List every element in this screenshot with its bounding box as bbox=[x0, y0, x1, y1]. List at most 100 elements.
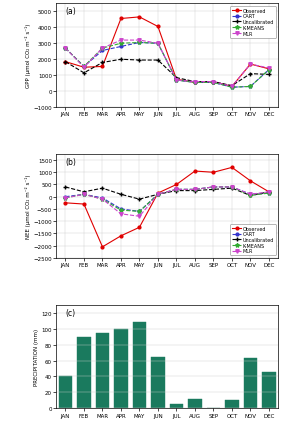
CART bbox=[230, 86, 234, 91]
CART bbox=[175, 78, 178, 83]
K-MEANS bbox=[230, 185, 234, 190]
MLR bbox=[249, 192, 252, 197]
Uncalibrated bbox=[212, 187, 215, 193]
Observed bbox=[175, 182, 178, 187]
Uncalibrated bbox=[101, 186, 104, 191]
Bar bbox=[244, 358, 257, 408]
Y-axis label: NEE (μmol CO₂ m⁻² s⁻¹): NEE (μmol CO₂ m⁻² s⁻¹) bbox=[25, 174, 31, 239]
MLR bbox=[64, 46, 67, 52]
Observed bbox=[82, 202, 86, 207]
Uncalibrated bbox=[267, 73, 271, 78]
MLR bbox=[175, 78, 178, 83]
MLR bbox=[138, 38, 141, 43]
Observed bbox=[249, 179, 252, 184]
MLR bbox=[193, 80, 197, 85]
CART bbox=[64, 195, 67, 200]
K-MEANS bbox=[119, 42, 123, 47]
Uncalibrated bbox=[230, 84, 234, 89]
K-MEANS bbox=[175, 78, 178, 83]
CART bbox=[119, 207, 123, 212]
Uncalibrated bbox=[230, 186, 234, 191]
MLR bbox=[82, 65, 86, 71]
CART bbox=[267, 191, 271, 196]
Uncalibrated bbox=[249, 194, 252, 199]
MLR bbox=[101, 197, 104, 202]
CART bbox=[193, 187, 197, 193]
Uncalibrated bbox=[156, 58, 160, 64]
Bar bbox=[77, 337, 91, 408]
K-MEANS bbox=[230, 86, 234, 91]
Line: MLR: MLR bbox=[64, 39, 271, 89]
Uncalibrated bbox=[175, 189, 178, 194]
Uncalibrated bbox=[156, 192, 160, 197]
MLR bbox=[119, 38, 123, 43]
Observed bbox=[101, 245, 104, 250]
Bar bbox=[262, 372, 276, 408]
CART bbox=[101, 49, 104, 54]
Uncalibrated bbox=[119, 58, 123, 63]
Observed bbox=[119, 233, 123, 239]
MLR bbox=[138, 214, 141, 219]
K-MEANS bbox=[64, 46, 67, 52]
K-MEANS bbox=[82, 64, 86, 70]
K-MEANS bbox=[267, 68, 271, 73]
K-MEANS bbox=[138, 209, 141, 215]
CART bbox=[138, 209, 141, 215]
CART bbox=[267, 68, 271, 73]
Observed bbox=[138, 15, 141, 21]
Text: (c): (c) bbox=[65, 308, 75, 317]
Uncalibrated bbox=[82, 190, 86, 195]
K-MEANS bbox=[193, 187, 197, 193]
K-MEANS bbox=[212, 81, 215, 86]
CART bbox=[249, 85, 252, 90]
Uncalibrated bbox=[138, 197, 141, 202]
CART bbox=[156, 42, 160, 47]
Line: Observed: Observed bbox=[64, 166, 270, 249]
Bar bbox=[58, 377, 72, 408]
Uncalibrated bbox=[64, 60, 67, 65]
MLR bbox=[212, 185, 215, 190]
Observed bbox=[212, 170, 215, 175]
MLR bbox=[119, 212, 123, 217]
Observed bbox=[267, 67, 271, 72]
MLR bbox=[64, 196, 67, 201]
Observed bbox=[119, 17, 123, 22]
Observed bbox=[156, 25, 160, 30]
CART bbox=[82, 192, 86, 197]
Uncalibrated bbox=[249, 72, 252, 77]
MLR bbox=[101, 46, 104, 52]
Bar bbox=[225, 400, 239, 408]
Observed bbox=[193, 81, 197, 86]
CART bbox=[101, 196, 104, 201]
K-MEANS bbox=[82, 192, 86, 197]
Observed bbox=[156, 191, 160, 196]
MLR bbox=[230, 85, 234, 90]
K-MEANS bbox=[175, 187, 178, 193]
CART bbox=[119, 45, 123, 50]
Y-axis label: GPP (μmol CO₂ m⁻² s⁻¹): GPP (μmol CO₂ m⁻² s⁻¹) bbox=[25, 24, 31, 88]
Line: CART: CART bbox=[64, 186, 270, 213]
K-MEANS bbox=[267, 191, 271, 196]
Line: Uncalibrated: Uncalibrated bbox=[64, 58, 271, 89]
K-MEANS bbox=[101, 197, 104, 202]
MLR bbox=[267, 66, 271, 71]
Text: (b): (b) bbox=[65, 158, 76, 167]
Legend: Observed, CART, Uncalibrated, K-MEANS, MLR: Observed, CART, Uncalibrated, K-MEANS, M… bbox=[230, 7, 276, 38]
CART bbox=[82, 64, 86, 70]
K-MEANS bbox=[64, 196, 67, 201]
Line: CART: CART bbox=[64, 42, 270, 89]
MLR bbox=[267, 190, 271, 195]
K-MEANS bbox=[249, 194, 252, 199]
MLR bbox=[212, 80, 215, 85]
Bar bbox=[114, 329, 128, 408]
MLR bbox=[193, 187, 197, 193]
CART bbox=[156, 192, 160, 197]
CART bbox=[64, 46, 67, 52]
MLR bbox=[82, 192, 86, 197]
Observed bbox=[193, 169, 197, 174]
Uncalibrated bbox=[175, 76, 178, 81]
Bar bbox=[169, 405, 183, 408]
Y-axis label: PRECIPITATION (mm): PRECIPITATION (mm) bbox=[34, 328, 39, 385]
Line: K-MEANS: K-MEANS bbox=[64, 41, 271, 90]
Uncalibrated bbox=[82, 71, 86, 76]
